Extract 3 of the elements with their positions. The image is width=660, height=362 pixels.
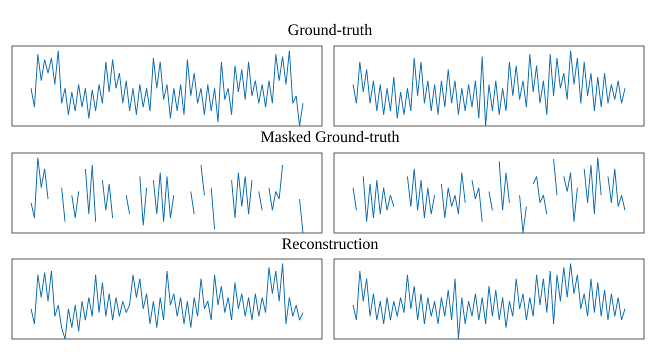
chart-title: Reconstruction xyxy=(280,236,380,254)
chart-title: Masked Ground-truth xyxy=(259,129,401,147)
chart-title: Ground-truth xyxy=(286,22,374,40)
